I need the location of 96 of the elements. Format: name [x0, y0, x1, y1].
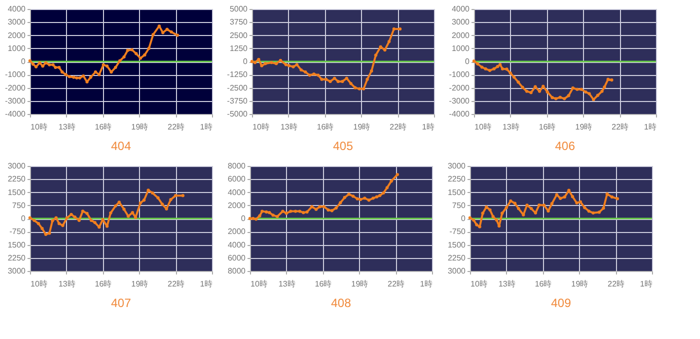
y-tick-label: 1500 — [448, 240, 466, 250]
x-tick-label: 16時 — [314, 280, 332, 288]
x-tick-label: 10時 — [30, 280, 48, 288]
y-tick-label: -3750 — [227, 96, 248, 106]
y-tick-label: -2000 — [5, 83, 26, 92]
y-tick-label: -1000 — [5, 70, 26, 80]
y-tick-label: 2000 — [8, 30, 26, 40]
y-tick-label: 4000 — [452, 4, 470, 14]
y-tick-label: -750 — [9, 227, 26, 236]
x-tick-label: 22時 — [608, 280, 625, 288]
x-tick-label: 13時 — [280, 122, 298, 132]
x-tick-label: 13時 — [502, 122, 520, 132]
y-tick-label: 0 — [21, 214, 26, 223]
x-tick-label: 1時 — [422, 122, 434, 132]
y-tick-label: -3000 — [5, 96, 26, 106]
y-tick-label: -5000 — [227, 110, 248, 118]
y-tick-label: 2000 — [452, 30, 470, 40]
y-tick-label: 6000 — [228, 174, 246, 184]
y-tick-label: 1250 — [230, 44, 248, 53]
y-tick-label: 2250 — [8, 174, 26, 184]
x-tick-label: 16時 — [534, 280, 552, 288]
y-tick-label: 0 — [461, 214, 466, 223]
y-tick-label: 0 — [21, 57, 26, 66]
y-tick-label: 3000 — [8, 162, 26, 170]
y-tick-label: -4000 — [5, 110, 26, 118]
text: 409 — [550, 296, 572, 310]
x-tick-label: 13時 — [278, 280, 296, 288]
text: 408 — [330, 296, 352, 310]
y-tick-label: 4000 — [228, 188, 246, 197]
y-tick-label: 3000 — [8, 18, 26, 27]
y-tick-label: -1250 — [227, 70, 248, 80]
x-tick-label: 10時 — [250, 280, 268, 288]
y-tick-label: 0 — [243, 57, 248, 66]
y-tick-label: 8000 — [228, 162, 246, 170]
x-tick-label: 16時 — [316, 122, 334, 132]
y-tick-label: 3000 — [448, 162, 466, 170]
y-tick-label: 2500 — [230, 30, 248, 40]
text: 405 — [332, 139, 354, 153]
y-tick-label: 2000 — [228, 227, 246, 236]
y-tick-label: 8000 — [228, 266, 246, 276]
y-tick-label: 750 — [452, 200, 466, 210]
y-tick-label: 3750 — [230, 18, 248, 27]
y-tick-label: -2000 — [449, 83, 470, 92]
x-tick-label: 1時 — [200, 280, 212, 288]
text: 407 — [110, 296, 132, 310]
x-tick-label: 13時 — [58, 280, 76, 288]
x-tick-label: 10時 — [30, 122, 48, 132]
y-tick-label: 2000 — [228, 200, 246, 210]
x-tick-label: 19時 — [351, 280, 368, 288]
y-tick-label: 1500 — [8, 188, 26, 197]
y-tick-label: 0 — [465, 57, 470, 66]
y-tick-label: 750 — [12, 200, 26, 210]
y-tick-label: 2250 — [448, 253, 466, 262]
x-tick-label: 1時 — [644, 122, 656, 132]
x-tick-label: 1時 — [420, 280, 432, 288]
x-tick-label: 10時 — [470, 280, 488, 288]
y-tick-label: -4000 — [449, 110, 470, 118]
x-tick-label: 22時 — [168, 280, 185, 288]
x-tick-label: 16時 — [94, 122, 112, 132]
x-tick-label: 10時 — [252, 122, 270, 132]
x-tick-label: 1時 — [200, 122, 212, 132]
y-tick-label: -1000 — [449, 70, 470, 80]
y-tick-label: 3000 — [452, 18, 470, 27]
x-tick-label: 19時 — [571, 280, 588, 288]
y-tick-label: 2250 — [8, 253, 26, 262]
y-tick-label: 3000 — [8, 266, 26, 276]
x-tick-label: 13時 — [58, 122, 76, 132]
y-tick-label: 5000 — [230, 4, 248, 14]
y-tick-label: 1500 — [8, 240, 26, 250]
x-tick-label: 1時 — [640, 280, 652, 288]
x-tick-label: 16時 — [94, 280, 112, 288]
x-tick-label: 13時 — [498, 280, 516, 288]
text: 406 — [554, 139, 576, 153]
x-tick-label: 22時 — [612, 122, 629, 132]
x-tick-label: 22時 — [388, 280, 405, 288]
x-tick-label: 16時 — [538, 122, 556, 132]
x-tick-label: 22時 — [168, 122, 185, 132]
x-tick-label: 19時 — [353, 122, 370, 132]
x-tick-label: 22時 — [390, 122, 407, 132]
x-tick-label: 19時 — [131, 122, 148, 132]
y-tick-label: 4000 — [228, 240, 246, 250]
y-tick-label: 1000 — [8, 44, 26, 53]
x-tick-label: 19時 — [131, 280, 148, 288]
y-tick-label: 1000 — [452, 44, 470, 53]
y-tick-label: -750 — [449, 227, 466, 236]
text: 404 — [110, 139, 132, 153]
y-tick-label: 1500 — [448, 188, 466, 197]
y-tick-label: 2250 — [448, 174, 466, 184]
y-tick-label: 0 — [241, 214, 246, 223]
y-tick-label: -2500 — [227, 83, 248, 92]
y-tick-label: 6000 — [228, 253, 246, 262]
y-tick-label: -3000 — [449, 96, 470, 106]
y-tick-label: 3000 — [448, 266, 466, 276]
x-tick-label: 19時 — [575, 122, 592, 132]
y-tick-label: 4000 — [8, 4, 26, 14]
x-tick-label: 10時 — [474, 122, 492, 132]
